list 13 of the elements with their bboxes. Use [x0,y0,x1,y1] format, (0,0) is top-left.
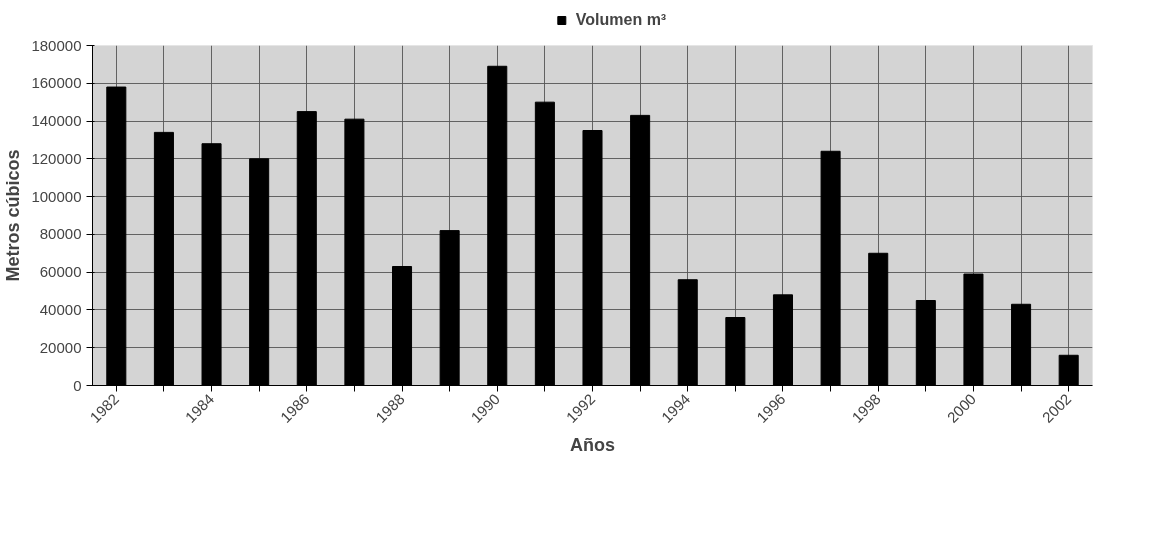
x-axis-title: Años [570,435,615,456]
y-axis-title: Metros cúbicos [3,149,24,282]
y-tick-label: 0 [73,376,82,394]
y-tick-label: 60000 [39,263,82,281]
y-tick-label: 120000 [31,149,82,167]
y-tick-label: 180000 [31,36,82,54]
y-tick-label: 40000 [39,300,82,318]
y-tick-label: 20000 [39,338,82,356]
y-tick-label: 80000 [39,225,82,243]
y-tick-label: 160000 [31,74,82,92]
legend-label: Volumen m³ [575,11,667,29]
y-tick-label: 140000 [31,112,82,130]
y-tick-label: 100000 [31,187,82,205]
